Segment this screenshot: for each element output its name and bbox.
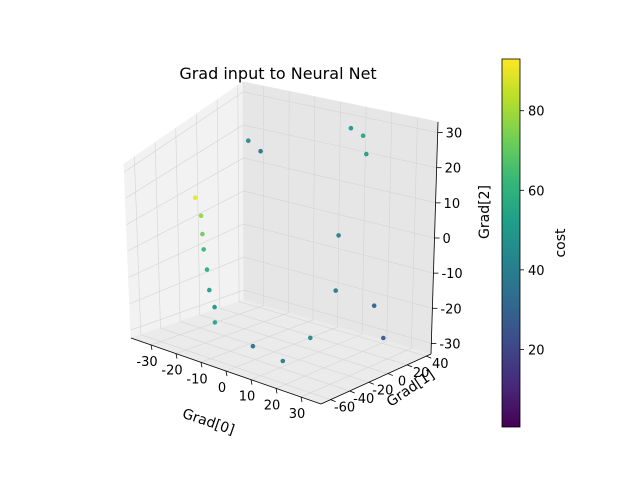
gridline-y <box>237 85 427 357</box>
scatter-point <box>207 287 212 293</box>
z-tick-label: -20 <box>440 302 461 317</box>
gridline-x <box>150 86 264 346</box>
colorbar-tick-label: 60 <box>528 184 545 199</box>
x-tick-label: -20 <box>161 364 182 379</box>
scatter-point <box>212 304 217 310</box>
x-tick <box>225 370 228 377</box>
x-tick-label: -30 <box>136 355 157 370</box>
x-tick-label: 0 <box>218 381 226 396</box>
scatter-point <box>258 148 263 154</box>
colorbar: 20 40 60 80 cost <box>501 58 569 428</box>
x-axis-label: Grad[0] <box>180 406 236 439</box>
x-tick <box>175 353 178 359</box>
scatter-point <box>201 247 206 252</box>
x-tick-label: 30 <box>289 407 306 422</box>
scatter-point <box>198 213 204 218</box>
x-tick-label: -10 <box>186 372 207 387</box>
chart-title: Grad input to Neural Net <box>179 64 376 83</box>
colorbar-tick-label: 40 <box>528 264 545 279</box>
colorbar-tick-label: 20 <box>528 343 545 358</box>
gridline-x <box>200 96 316 363</box>
gridline-x <box>175 91 290 354</box>
scatter-point <box>200 231 205 237</box>
scatter-point <box>333 288 339 293</box>
scatter-point <box>204 267 210 272</box>
gridline-z <box>124 91 438 173</box>
x-tick <box>200 362 203 368</box>
y-tick-label: -40 <box>353 392 374 407</box>
gridline-z <box>129 256 433 309</box>
gridline-x <box>250 107 367 380</box>
y-tick <box>426 355 432 359</box>
gridline-z <box>127 190 435 252</box>
gridline-x <box>225 101 341 372</box>
gridline-x <box>275 112 393 389</box>
gridline-y <box>154 142 350 392</box>
scatter-point <box>246 138 251 143</box>
z-tick-label: -10 <box>441 267 462 282</box>
z-tick-label: 0 <box>443 232 451 247</box>
gridline-y <box>196 114 389 374</box>
scatter-points <box>192 125 386 364</box>
gridline-z <box>126 157 436 225</box>
y-tick <box>349 390 355 394</box>
gridline-z <box>128 223 434 278</box>
z-tick-label: -30 <box>439 337 460 352</box>
gridline-z <box>130 289 432 344</box>
x-tick-label: 10 <box>239 390 256 405</box>
gridline-y <box>216 99 408 366</box>
gridline-y <box>175 128 369 383</box>
x-tick <box>300 396 303 403</box>
gridline-x <box>300 117 418 398</box>
scatter-point <box>381 335 386 341</box>
x-tick-label: 20 <box>264 398 281 413</box>
scatter-point <box>371 303 377 309</box>
colorbar-bar <box>501 58 521 428</box>
scatter-point <box>212 320 218 325</box>
gridline-y <box>134 156 331 400</box>
scatter-point <box>336 233 341 238</box>
y-tick <box>406 364 413 368</box>
y-tick-label: 20 <box>413 366 430 381</box>
scatter-point <box>250 343 256 349</box>
scatter-point <box>348 125 354 131</box>
y-axis-line <box>320 353 432 405</box>
gridline-z <box>125 124 437 199</box>
z-tick-label: 30 <box>446 127 463 142</box>
pane-x <box>123 81 245 339</box>
x-tick <box>275 388 278 394</box>
y-tick-label: 0 <box>398 375 406 390</box>
z-tick-label: 10 <box>444 197 461 212</box>
z-axis-label: Grad[2] <box>477 185 493 239</box>
y-tick-label: -60 <box>334 401 355 416</box>
scatter-point <box>308 335 313 341</box>
z-tick-label: 20 <box>445 162 462 177</box>
y-tick <box>330 399 336 403</box>
colorbar-tick-label: 80 <box>528 105 545 120</box>
x-tick <box>150 344 153 351</box>
colorbar-label: cost <box>553 228 569 258</box>
scatter-point <box>280 358 286 364</box>
scatter-point <box>192 195 198 200</box>
y-tick <box>387 373 394 376</box>
y-tick <box>368 381 374 385</box>
scatter-point <box>364 151 369 157</box>
y-tick-label: -20 <box>372 383 393 398</box>
x-tick <box>250 379 253 385</box>
y-tick-label: 40 <box>432 357 449 372</box>
scatter-point <box>360 133 366 138</box>
